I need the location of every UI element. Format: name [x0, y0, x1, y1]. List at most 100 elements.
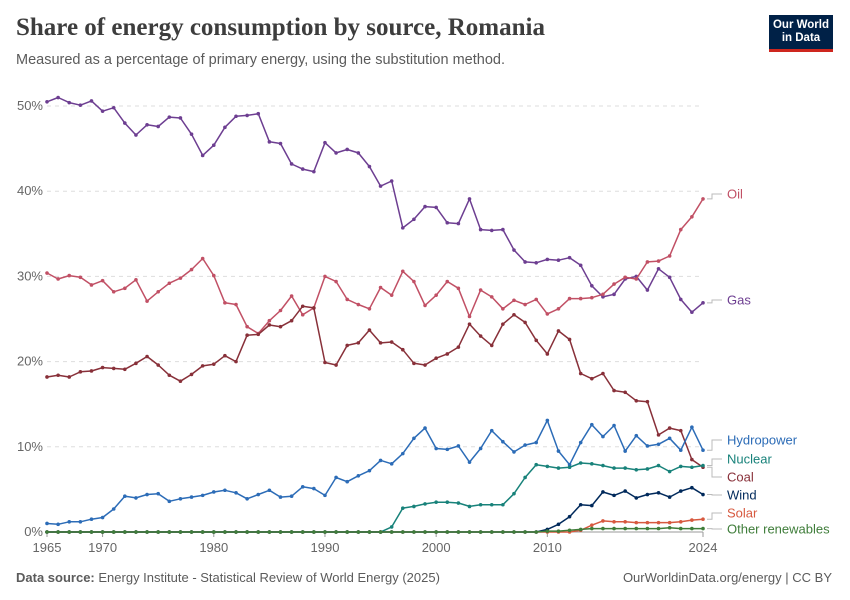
- series-gas: [45, 95, 705, 315]
- credit-link[interactable]: OurWorldinData.org/energy | CC BY: [622, 570, 832, 585]
- label-connector: [707, 512, 722, 520]
- data-point: [323, 493, 327, 498]
- data-point: [334, 151, 338, 155]
- data-point: [590, 422, 594, 427]
- series-line: [46, 305, 704, 468]
- data-point: [678, 428, 683, 433]
- data-point: [67, 273, 72, 278]
- data-point: [89, 517, 94, 522]
- data-point: [445, 447, 450, 452]
- data-point: [634, 399, 639, 403]
- data-point: [245, 496, 249, 501]
- data-point: [590, 503, 594, 508]
- data-point: [567, 465, 572, 470]
- series-hydropower: [45, 418, 705, 527]
- y-tick-label: 40%: [17, 183, 43, 198]
- data-point: [400, 226, 405, 230]
- data-point: [478, 502, 483, 507]
- data-point: [389, 179, 394, 183]
- data-point: [389, 340, 394, 344]
- data-point: [512, 298, 516, 303]
- x-tick-label: 2010: [533, 540, 562, 555]
- data-point: [690, 214, 694, 219]
- data-point: [267, 323, 272, 327]
- data-point: [123, 530, 127, 534]
- data-point: [189, 267, 194, 272]
- data-point: [389, 525, 394, 529]
- owid-logo[interactable]: Our World in Data: [769, 15, 833, 52]
- data-point: [645, 260, 650, 264]
- data-point: [478, 227, 483, 232]
- data-point: [278, 308, 283, 313]
- data-point: [134, 133, 138, 137]
- data-point: [312, 306, 316, 310]
- x-tick-label: 1980: [199, 540, 228, 555]
- data-point: [134, 530, 138, 534]
- data-point: [701, 301, 705, 305]
- data-point: [701, 448, 705, 453]
- data-point: [134, 496, 138, 500]
- series-label-oil: Oil: [727, 187, 743, 202]
- data-point: [89, 369, 94, 373]
- data-point: [567, 462, 572, 467]
- data-point: [223, 301, 227, 305]
- data-point: [167, 281, 172, 286]
- data-source-text[interactable]: Energy Institute - Statistical Review of…: [98, 570, 440, 585]
- data-point: [256, 111, 261, 116]
- data-point: [545, 529, 550, 533]
- data-point: [578, 371, 583, 376]
- data-point: [701, 517, 705, 522]
- data-point: [289, 294, 294, 298]
- data-point: [556, 529, 561, 533]
- chart-title: Share of energy consumption by source, R…: [16, 14, 545, 41]
- data-point: [501, 227, 505, 232]
- data-point: [590, 376, 594, 381]
- data-point: [211, 143, 216, 148]
- data-point: [578, 263, 583, 268]
- data-point: [45, 271, 49, 275]
- data-point: [67, 519, 72, 524]
- data-point: [111, 366, 116, 371]
- data-point: [78, 519, 83, 524]
- data-point: [178, 276, 183, 280]
- data-point: [45, 521, 49, 526]
- label-connector: [707, 439, 722, 451]
- data-point: [690, 425, 694, 430]
- data-point: [601, 463, 605, 468]
- data-point: [234, 530, 238, 534]
- data-point: [245, 113, 249, 118]
- data-point: [467, 504, 472, 509]
- data-point: [278, 530, 283, 534]
- data-point: [167, 530, 172, 534]
- series-label-solar: Solar: [727, 506, 758, 521]
- data-point: [367, 164, 372, 169]
- data-point: [523, 320, 527, 325]
- data-point: [367, 328, 372, 332]
- data-point: [478, 288, 483, 292]
- data-point: [423, 303, 427, 308]
- data-point: [612, 493, 616, 498]
- data-point: [512, 491, 516, 496]
- data-point: [89, 99, 94, 103]
- series-label-coal: Coal: [727, 470, 754, 485]
- data-point: [223, 125, 227, 130]
- data-point: [645, 288, 650, 292]
- x-axis-ticks: 1965 1970 1980 1990 2000 2010 2024: [33, 532, 717, 555]
- x-tick-label: 2000: [422, 540, 451, 555]
- data-point: [56, 522, 60, 527]
- data-point: [312, 169, 316, 174]
- data-point: [545, 312, 550, 316]
- data-point: [145, 354, 149, 359]
- data-point: [501, 306, 505, 311]
- data-point: [656, 433, 661, 437]
- data-point: [189, 495, 194, 499]
- data-point: [690, 526, 694, 531]
- data-point: [489, 343, 494, 348]
- data-point: [223, 530, 227, 534]
- data-point: [145, 492, 149, 497]
- data-point: [489, 502, 494, 507]
- data-point: [100, 278, 105, 283]
- data-point: [445, 500, 450, 504]
- data-point: [189, 372, 194, 377]
- data-point: [200, 530, 205, 534]
